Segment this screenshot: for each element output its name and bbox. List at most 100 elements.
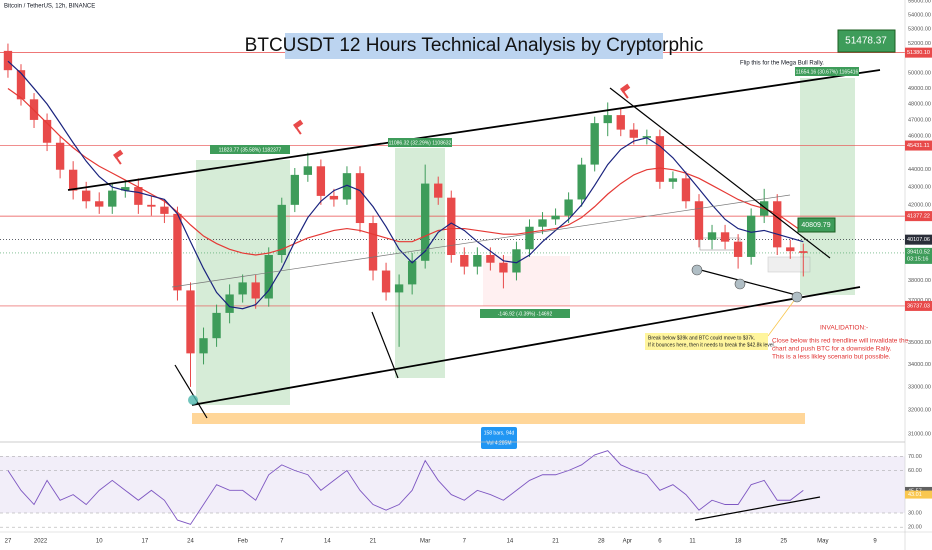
y-tick-label: 42000.00: [908, 202, 931, 208]
candle-body: [538, 219, 547, 227]
marks: [3, 43, 808, 525]
candle-body: [290, 174, 299, 205]
x-tick-label: 18: [735, 539, 742, 545]
trendline: [692, 267, 801, 297]
x-tick-label: 7: [463, 539, 467, 545]
x-tick-label: 11: [689, 539, 696, 545]
marker: [691, 264, 703, 276]
hammer: [621, 90, 629, 99]
price-label: 45431.11: [907, 143, 930, 149]
price-label: 36737.03: [907, 303, 930, 309]
price-label: 41377.22: [907, 214, 930, 220]
candle-body: [525, 226, 534, 250]
markers: [113, 83, 803, 405]
y-tick-label: 31000.00: [908, 432, 931, 438]
price-label-box: [905, 234, 932, 245]
invalidation: chart and push BTC for a downside Rally.: [772, 346, 892, 353]
candle-body: [486, 255, 495, 263]
date-range: [192, 413, 805, 424]
candle-body: [342, 173, 352, 200]
candle-body: [694, 201, 704, 240]
candle-body: [329, 195, 339, 200]
candle-body: [603, 115, 612, 124]
hammer-icons: [113, 83, 631, 165]
y-tick-label: 54000.00: [908, 13, 931, 19]
x-tick-label: Apr: [623, 539, 632, 545]
candle-body: [277, 204, 286, 256]
candle-body: [434, 183, 443, 198]
marker: [734, 278, 746, 290]
price-label-box: [905, 300, 932, 311]
candle-body: [355, 173, 365, 224]
x-tick-label: Feb: [237, 539, 248, 545]
trendline: [609, 87, 831, 259]
candle-body: [616, 115, 625, 130]
trendline: [191, 286, 861, 406]
label-box: [795, 67, 859, 76]
y-tick-label: 48000.00: [908, 101, 931, 107]
candle-body: [473, 255, 482, 267]
x-tick-label: 14: [507, 539, 514, 545]
y-tick-label: 50000.00: [908, 71, 931, 77]
y-tick-label: 38000.00: [908, 278, 931, 284]
rsi-band: [0, 456, 905, 513]
candle-body: [199, 338, 208, 354]
candle-body: [773, 201, 782, 248]
price-label-box: [905, 211, 932, 222]
candle-body: [160, 206, 169, 214]
note: Flip this for the Mega Bull Rally.: [740, 61, 824, 67]
hammer: [294, 126, 302, 135]
y-tick-label: 55000.00: [908, 0, 931, 5]
x-tick-label: 9: [873, 539, 877, 545]
grid: [0, 52, 905, 528]
y-tick-label: 52000.00: [908, 41, 931, 47]
candle-body: [316, 166, 326, 196]
candle-body: [225, 294, 234, 313]
rsi-value-box: [905, 490, 932, 499]
candle-body: [642, 136, 652, 138]
x-tick-label: 6: [658, 539, 662, 545]
chart-title: BTCUSDT 12 Hours Technical Analysis by C…: [245, 35, 704, 56]
candle-body: [407, 260, 417, 285]
candle-body: [746, 215, 756, 257]
candle-body: [264, 255, 273, 299]
annotations: Bitcoin / TetherUS, 12h, BINANCE BTCUSDT…: [4, 4, 909, 449]
range-box: [395, 148, 445, 378]
candle-body: [82, 190, 91, 202]
moving-average: [7, 87, 804, 256]
candle-body: [668, 178, 678, 182]
range-box: [483, 256, 570, 306]
box-label: [797, 217, 836, 233]
rsi-tick-label: 60.00: [908, 468, 922, 474]
candle-body: [512, 249, 521, 273]
invalidation: This is a less likley scenario but possi…: [772, 354, 891, 361]
bars: 158 bars, 94d: [484, 430, 515, 436]
candle-body: [42, 119, 52, 143]
hammer: [113, 149, 124, 159]
invalidation: Close below this red trendline will inva…: [772, 338, 909, 345]
candle-body: [108, 190, 117, 207]
note-box: [645, 333, 768, 350]
price-label-box: [905, 140, 932, 151]
candle-body: [577, 164, 586, 200]
y-tick-label: 32000.00: [908, 408, 931, 414]
target: 51478.37: [845, 36, 887, 47]
candle-body: [733, 241, 743, 257]
candle-body: [799, 251, 808, 253]
range-label: 11823.77 (35.58%) 1182377: [219, 147, 282, 153]
x-tick-label: 7: [280, 539, 284, 545]
volume: Vol 4.285M: [486, 440, 511, 446]
candle-body: [720, 232, 730, 242]
marker: [188, 395, 198, 405]
y-tick-label: 33000.00: [908, 384, 931, 390]
rsi-tick-label: 20.00: [908, 525, 922, 531]
candle-body: [186, 290, 195, 354]
price-label-box: [905, 47, 932, 58]
hammer: [620, 83, 631, 93]
invalidation: INVALIDATION:-: [820, 325, 868, 332]
countdown: 03:15:16: [907, 256, 928, 262]
symbol: Bitcoin / TetherUS, 12h, BINANCE: [4, 4, 95, 10]
trendline: [694, 496, 821, 521]
price-label-box: [905, 247, 932, 264]
x-tick-label: 14: [324, 539, 331, 545]
